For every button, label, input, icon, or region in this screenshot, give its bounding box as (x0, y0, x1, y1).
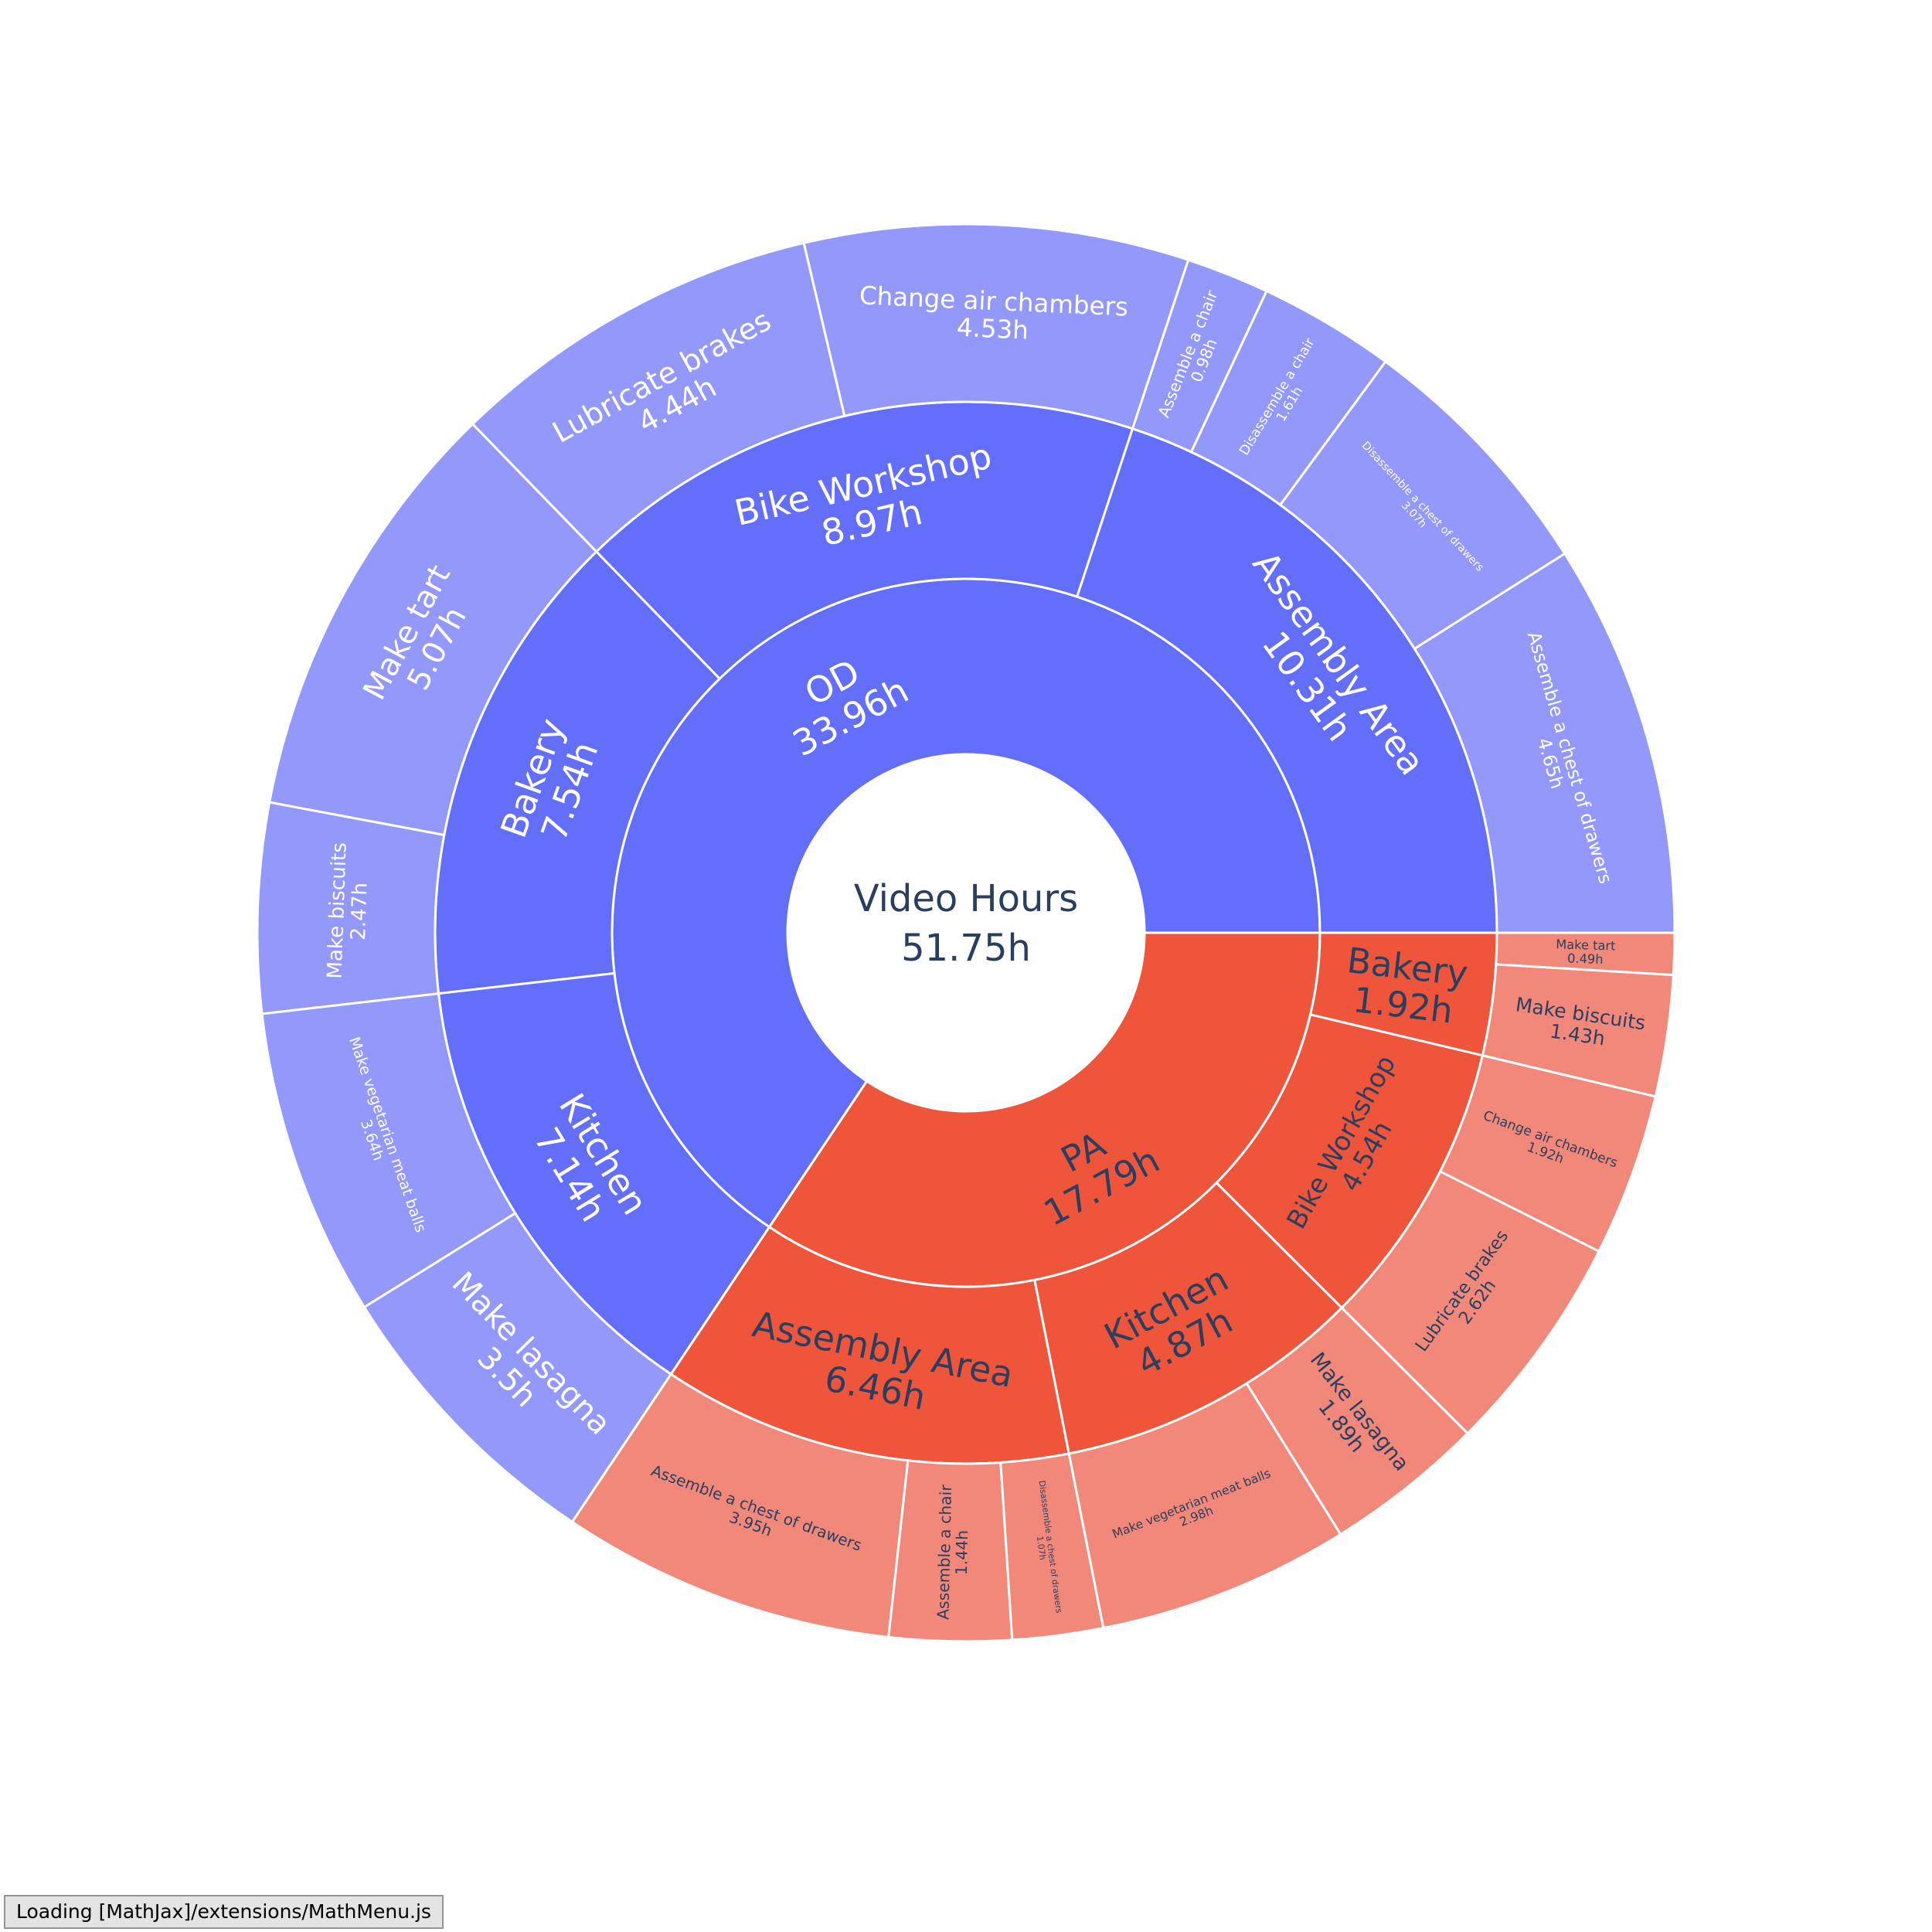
segment-value: 2.47h (347, 883, 372, 941)
center-value: 51.75h (901, 927, 1031, 970)
segment-value: 1.07h (1035, 1536, 1048, 1560)
center-hole (787, 754, 1145, 1111)
sunburst-segment (1495, 931, 1676, 977)
segment-value: 1.44h (952, 1530, 971, 1576)
segment-value: 0.49h (1567, 951, 1604, 967)
segment-name: Assemble a chair (934, 1484, 955, 1620)
center-label: Video Hours (854, 877, 1078, 920)
segment-name: Make tart (1556, 937, 1616, 953)
status-bar: Loading [MathJax]/extensions/MathMenu.js (4, 1895, 444, 1929)
segment-name: Make biscuits (323, 842, 351, 979)
segment-value: 4.53h (956, 313, 1029, 345)
